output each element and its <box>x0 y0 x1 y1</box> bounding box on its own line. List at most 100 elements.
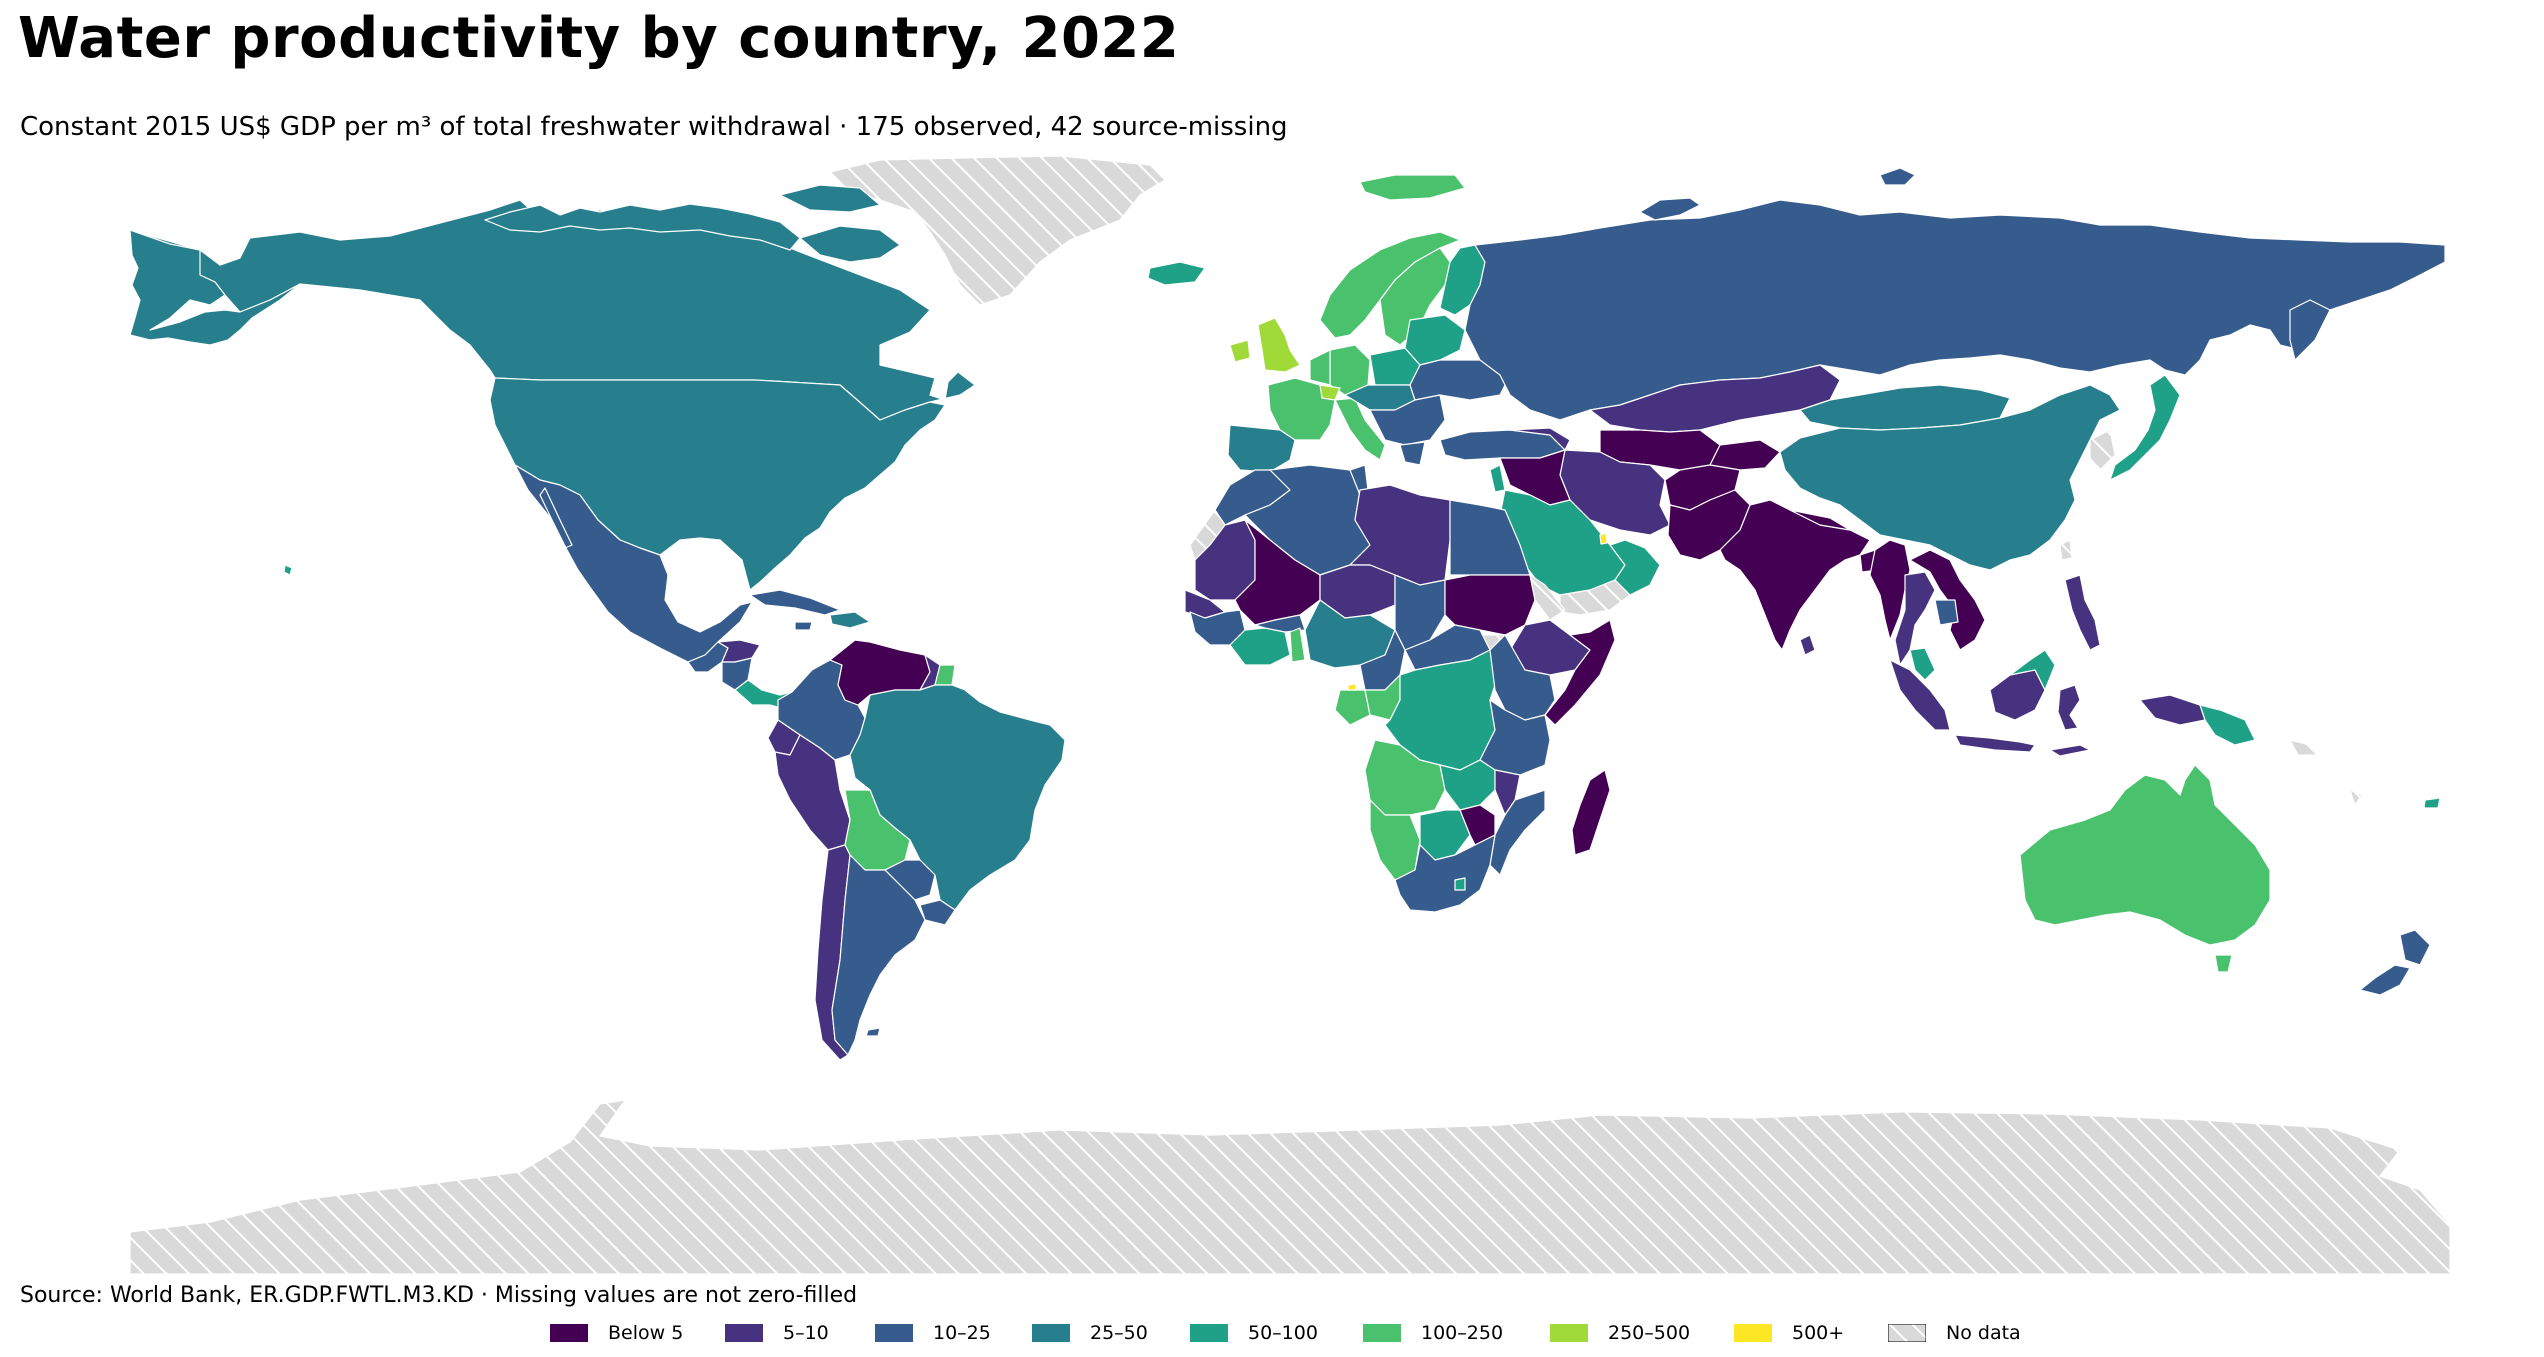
kamchatka <box>2289 299 2331 361</box>
cuba <box>749 589 841 616</box>
legend-label: Below 5 <box>608 1322 684 1344</box>
legend-label: 10–25 <box>933 1322 991 1344</box>
baltics-belarus <box>1404 314 1466 366</box>
madagascar <box>1571 769 1611 856</box>
south-africa <box>1394 834 1496 913</box>
legend-item-5-10: 5–10 <box>725 1318 829 1348</box>
greenland <box>829 155 1166 306</box>
yemen <box>1559 579 1631 616</box>
france <box>1267 377 1336 441</box>
china <box>1779 384 2121 571</box>
svalbard <box>1359 174 1466 201</box>
angola <box>1364 739 1446 816</box>
legend-item-50-100: 50–100 <box>1190 1318 1318 1348</box>
balkans <box>1369 394 1446 446</box>
legend-swatch <box>1190 1324 1228 1342</box>
legend-label: 250–500 <box>1608 1322 1691 1344</box>
java <box>1954 734 2036 753</box>
switzerland <box>1319 384 1341 401</box>
legend-label: 5–10 <box>783 1322 829 1344</box>
hispaniola <box>829 611 871 629</box>
mozambique <box>1489 789 1546 876</box>
levant <box>1489 464 1506 493</box>
legend-item-100-250: 100–250 <box>1363 1318 1503 1348</box>
new-zealand-south <box>2359 964 2411 996</box>
legend-swatch <box>1550 1324 1588 1342</box>
lesotho <box>1454 877 1466 891</box>
legend-item-10-25: 10–25 <box>875 1318 991 1348</box>
source-note: Source: World Bank, ER.GDP.FWTL.M3.KD · … <box>20 1283 858 1308</box>
legend-swatch <box>1363 1324 1401 1342</box>
tasmania <box>2214 954 2233 973</box>
page-subtitle: Constant 2015 US$ GDP per m³ of total fr… <box>20 112 1288 142</box>
benelux <box>1309 349 1331 386</box>
iceland <box>1147 261 1206 286</box>
novaya-zemlya <box>1639 197 1701 221</box>
malaysia-peninsula <box>1909 647 1936 681</box>
new-guinea <box>2139 694 2206 726</box>
legend-label: 50–100 <box>1248 1322 1318 1344</box>
uganda-kenya <box>1489 634 1556 721</box>
kyrgyz-tajik <box>1709 439 1781 471</box>
antarctica <box>129 1099 2451 1275</box>
myanmar <box>1869 539 1911 641</box>
map-legend: Below 5 5–10 10–25 25–50 50–100 100–250 … <box>0 1318 2544 1348</box>
borneo-north <box>2009 649 2056 691</box>
jamaica <box>794 621 813 631</box>
sumatra <box>1889 659 1951 731</box>
fiji <box>2423 797 2441 809</box>
legend-swatch <box>1734 1324 1772 1342</box>
ivory-coast-ghana <box>1229 627 1291 666</box>
cambodia <box>1934 599 1959 626</box>
india <box>1719 499 1871 651</box>
sri-lanka <box>1799 634 1816 656</box>
philippines <box>2064 574 2101 651</box>
equatorial-guinea-gabon <box>1334 689 1371 726</box>
qatar <box>1599 532 1608 545</box>
legend-item-500-plus: 500+ <box>1734 1318 1844 1348</box>
argentina <box>831 854 926 1056</box>
ireland <box>1229 339 1251 363</box>
legend-item-25-50: 25–50 <box>1032 1318 1148 1348</box>
legend-label: 500+ <box>1792 1322 1845 1344</box>
ukraine <box>1409 359 1511 401</box>
severnaya-zemlya <box>1879 167 1916 186</box>
mexico <box>514 464 753 663</box>
legend-swatch <box>1032 1324 1070 1342</box>
japan <box>2109 374 2181 481</box>
alaska <box>129 229 301 346</box>
greece <box>1399 441 1426 466</box>
legend-item-250-500: 250–500 <box>1550 1318 1690 1348</box>
nepal <box>1789 509 1851 531</box>
legend-label: 25–50 <box>1090 1322 1148 1344</box>
hawaii <box>283 564 293 576</box>
canada-arctic-islands <box>484 184 901 263</box>
togo-benin <box>1289 627 1306 663</box>
thailand <box>1894 571 1936 666</box>
uae-oman <box>1609 539 1661 596</box>
korea <box>2089 429 2116 471</box>
new-zealand-north <box>2399 929 2431 966</box>
caucasus <box>1509 427 1571 451</box>
legend-swatch <box>725 1324 763 1342</box>
timor-islands <box>2049 744 2091 757</box>
falklands <box>865 1027 881 1037</box>
legend-swatch-hatch <box>1887 1323 1927 1343</box>
pacific-islands <box>2289 739 2363 806</box>
legend-label: No data <box>1946 1322 2021 1344</box>
page-title: Water productivity by country, 2022 <box>18 6 1180 71</box>
taiwan <box>2059 539 2073 561</box>
legend-label: 100–250 <box>1421 1322 1504 1344</box>
australia <box>2019 764 2271 946</box>
legend-swatch <box>875 1324 913 1342</box>
legend-item-below-5: Below 5 <box>550 1318 683 1348</box>
sulawesi <box>2057 684 2081 731</box>
united-kingdom <box>1257 317 1301 373</box>
somalia <box>1544 619 1616 726</box>
legend-item-no-data: No data <box>1887 1318 2021 1348</box>
sao-tome <box>1347 683 1357 691</box>
legend-swatch <box>550 1324 588 1342</box>
papua-new-guinea <box>2199 704 2256 746</box>
canada <box>129 199 976 421</box>
